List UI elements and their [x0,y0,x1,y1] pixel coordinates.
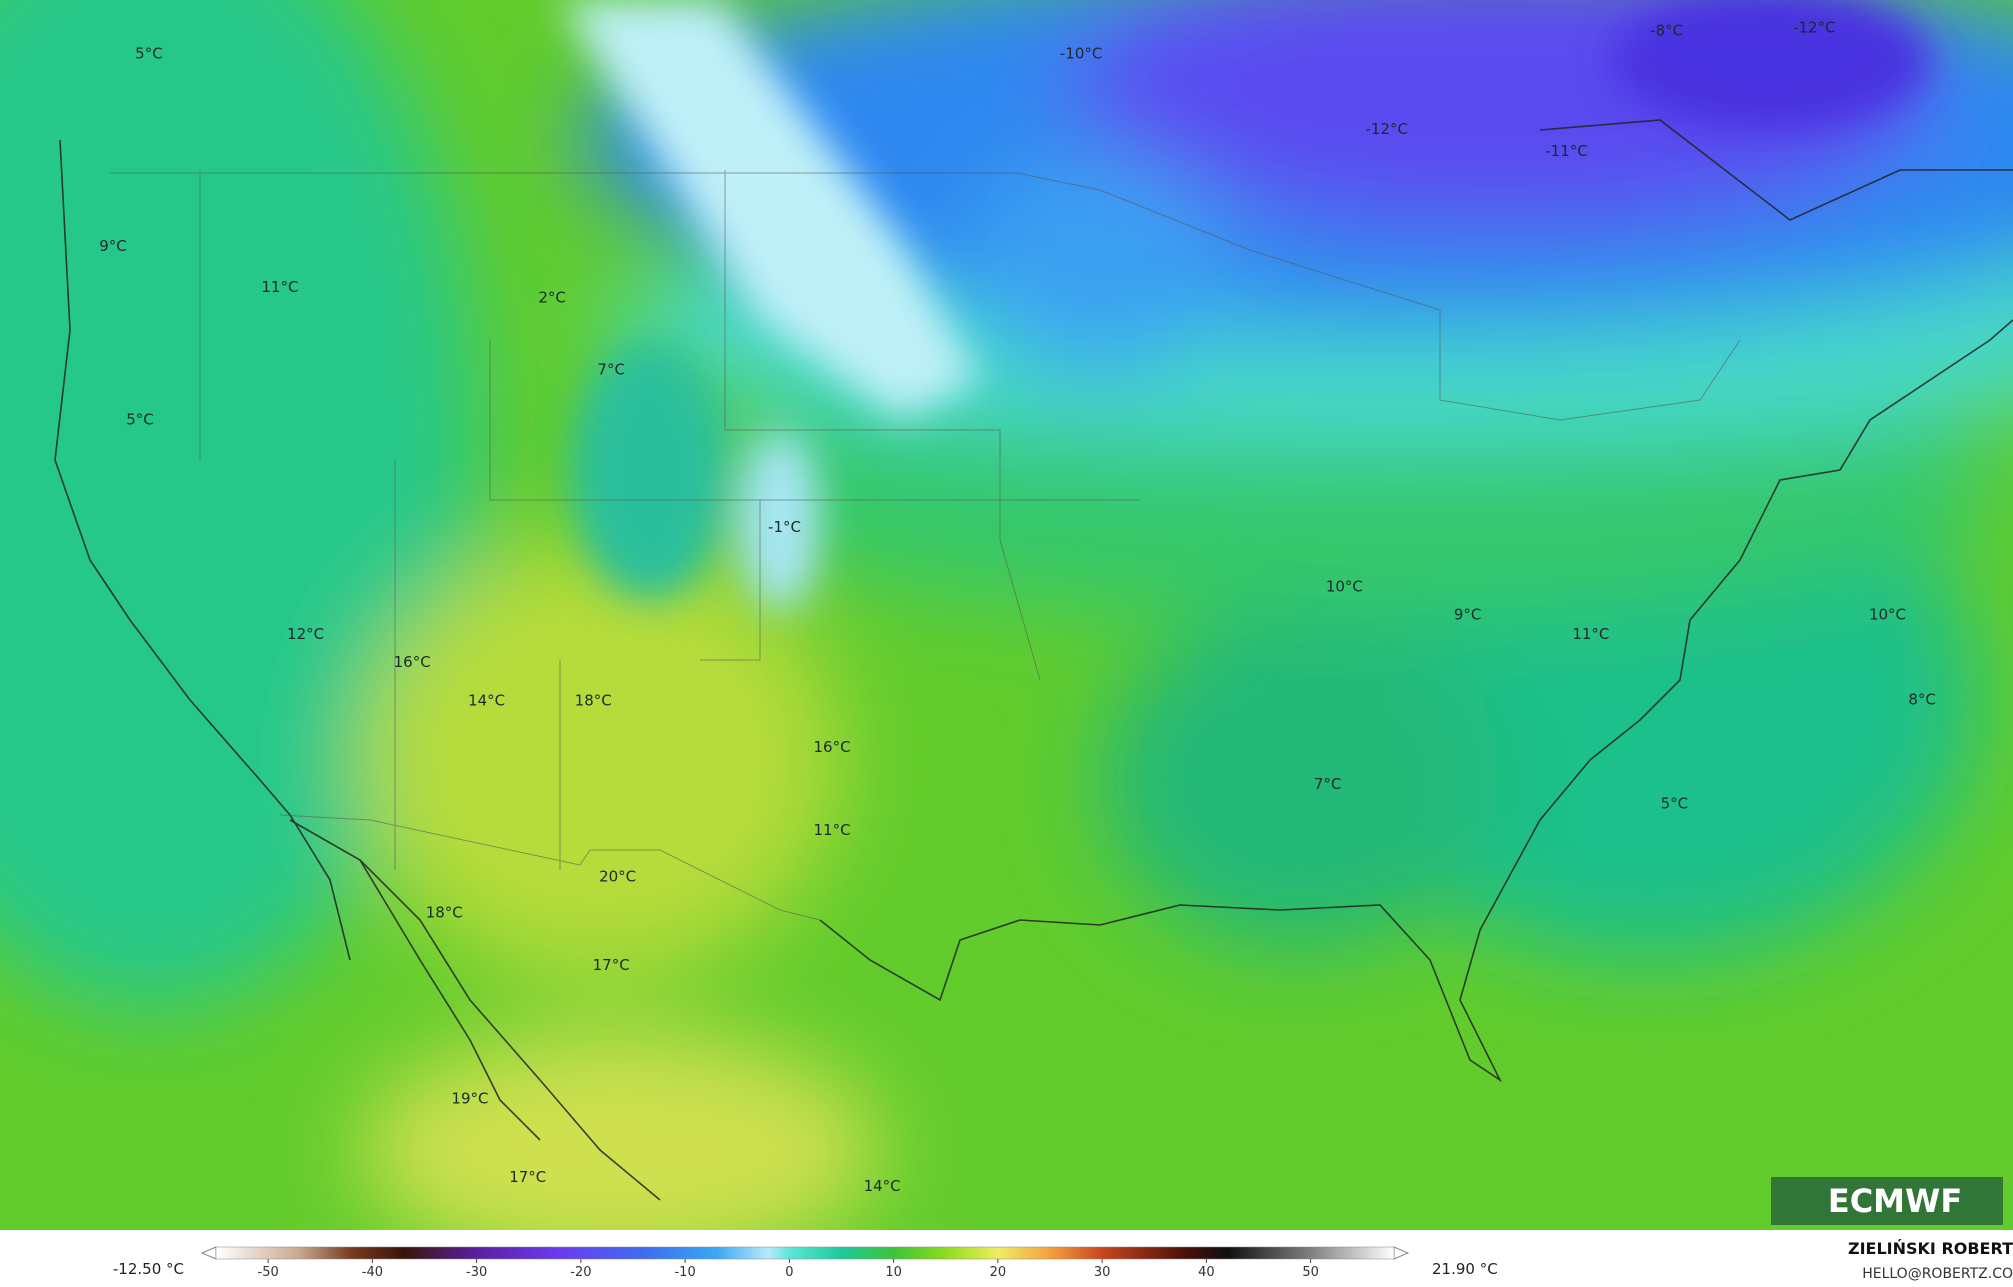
temp-label: 11°C [261,278,298,296]
colorbar-tick-label: -40 [362,1265,383,1280]
colorbar-bar [215,1246,1395,1260]
email: HELLO@ROBERTZ.CO [1862,1266,2013,1282]
colorbar-tick-label: 10 [885,1265,902,1280]
temp-label: 5°C [135,44,163,62]
temp-label: 5°C [126,410,154,428]
max-label: 21.90 °C [1432,1260,1498,1278]
temp-label: -11°C [1545,142,1587,160]
temp-label: 2°C [538,288,566,306]
temp-label: 9°C [99,237,127,255]
colorbar-tick-label: 0 [785,1265,793,1280]
temp-label: 17°C [593,956,630,974]
borders [110,170,1741,921]
temp-label: 18°C [426,903,463,921]
temp-label: -1°C [768,518,801,536]
temp-label: 7°C [1314,775,1342,793]
colorbar-tick-label: 30 [1094,1265,1111,1280]
colorbar-tick-label: -50 [258,1265,279,1280]
temp-label: -10°C [1060,44,1102,62]
temperature-labels: 5°C -10°C -8°C -12°C -12°C -11°C 9°C 11°C 2°C 7°C… [99,19,1936,1195]
temp-label: 5°C [1661,794,1689,812]
colorbar-right-end [1393,1246,1410,1260]
author: ZIELIŃSKI ROBERT [1848,1239,2013,1258]
temp-label: 12°C [287,625,324,643]
temp-label: 11°C [814,821,851,839]
temp-label: -8°C [1650,21,1683,39]
temp-label: 7°C [597,360,625,378]
colorbar-tick-label: 20 [990,1265,1007,1280]
min-label: -12.50 °C [113,1260,184,1278]
colorbar-tick-label: -10 [674,1265,695,1280]
colorbar-tick-label: -20 [570,1265,591,1280]
temp-label: 8°C [1908,690,1936,708]
temp-label: 10°C [1326,577,1363,595]
colorbar-tick-label: 40 [1198,1265,1215,1280]
logo: ECMWF [1771,1177,2003,1225]
temp-label: 14°C [468,692,505,710]
temp-label: -12°C [1365,120,1407,138]
temp-label: 14°C [864,1177,901,1195]
temp-label: -12°C [1793,19,1835,37]
colorbar: -50 -40 -30 -20 -10 0 10 20 30 40 50 [200,1246,1410,1280]
logo-text: ECMWF [1828,1182,1962,1220]
temp-label: 18°C [575,692,612,710]
temp-label: 9°C [1454,606,1482,624]
temp-label: 19°C [451,1090,488,1108]
temp-label: 20°C [599,867,636,885]
temp-label: 16°C [394,653,431,671]
temp-label: 11°C [1572,625,1609,643]
colorbar-tick-label: -30 [466,1265,487,1280]
temp-label: 10°C [1869,606,1906,624]
coastline [54,119,2013,1201]
colorbar-left-end [200,1246,217,1260]
temp-label: 16°C [814,738,851,756]
temp-label: 17°C [509,1168,546,1186]
colorbar-tick-label: 50 [1302,1265,1319,1280]
